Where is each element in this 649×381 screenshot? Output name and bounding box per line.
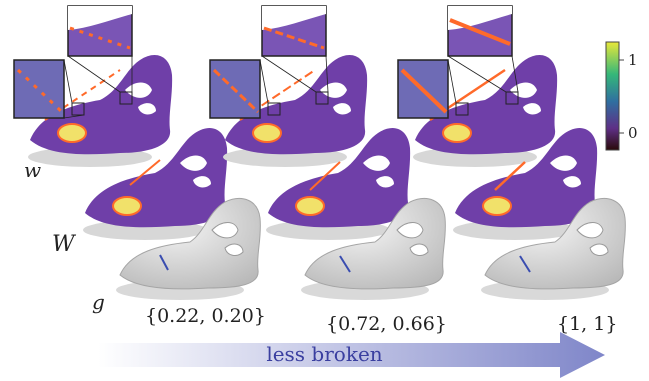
zoom-inset-left-col1 (13, 59, 65, 119)
label-W: W (52, 232, 75, 257)
column-1 (13, 5, 261, 301)
colorbar (605, 41, 620, 151)
column-2 (209, 5, 446, 301)
mesh-g-col2 (300, 198, 446, 301)
tuple-col3: {1, 1} (557, 313, 618, 335)
mesh-g-col3 (480, 198, 626, 301)
seam-W-col2 (309, 161, 341, 191)
seam-W-col1 (129, 159, 161, 186)
arrow-label: less broken (266, 342, 383, 366)
tuple-col1: {0.22, 0.20} (145, 305, 266, 327)
seam-W-col3 (494, 161, 526, 191)
colorbar-max-label: 1 (628, 51, 638, 69)
mesh-g-col1 (115, 198, 261, 301)
tuple-col2: {0.72, 0.66} (326, 313, 447, 335)
less-broken-arrow (98, 332, 605, 378)
label-w: w (24, 158, 42, 182)
colorbar-min-label: 0 (628, 124, 638, 142)
label-g: g (92, 290, 105, 314)
column-3 (397, 5, 626, 301)
